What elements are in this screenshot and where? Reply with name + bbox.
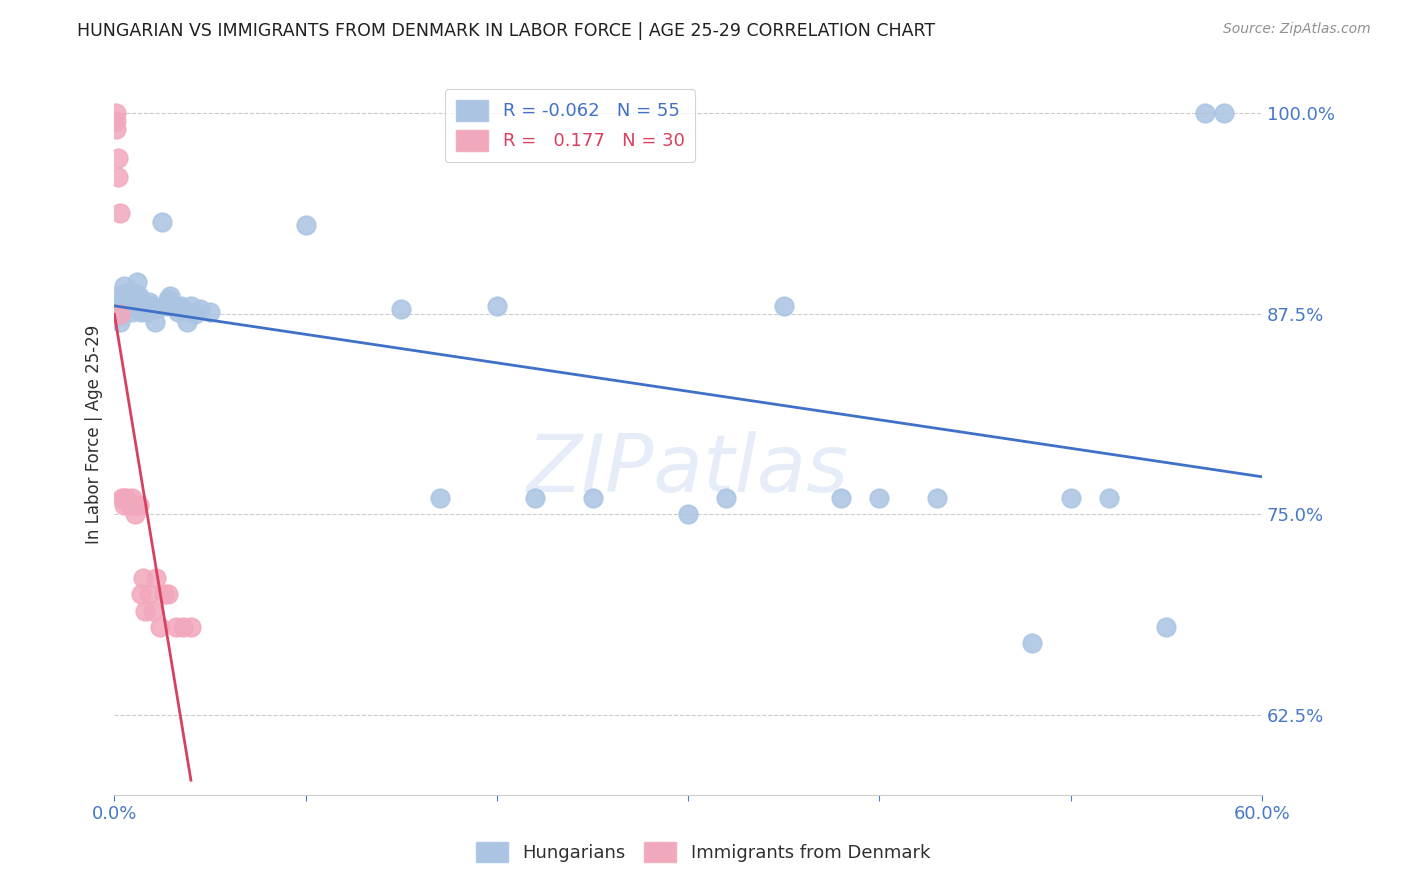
Point [868, 491, 890, 506]
Point [294, 219, 316, 233]
Point [830, 491, 852, 506]
Point [112, 279, 135, 293]
Point [1194, 106, 1216, 120]
Text: HUNGARIAN VS IMMIGRANTS FROM DENMARK IN LABOR FORCE | AGE 25-29 CORRELATION CHAR: HUNGARIAN VS IMMIGRANTS FROM DENMARK IN … [77, 22, 935, 40]
Point [108, 308, 131, 322]
Point [165, 619, 187, 633]
Point [389, 301, 412, 316]
Point [105, 301, 128, 316]
Point [111, 299, 134, 313]
Point [581, 491, 603, 506]
Legend: Hungarians, Immigrants from Denmark: Hungarians, Immigrants from Denmark [468, 834, 938, 870]
Point [925, 491, 948, 506]
Point [485, 299, 508, 313]
Point [1059, 491, 1081, 506]
Point [138, 295, 160, 310]
Point [1154, 619, 1177, 633]
Point [1212, 106, 1234, 120]
Point [115, 491, 138, 506]
Point [121, 305, 143, 319]
Legend: R = -0.062   N = 55, R =   0.177   N = 30: R = -0.062 N = 55, R = 0.177 N = 30 [444, 89, 695, 161]
Point [160, 299, 183, 313]
Point [108, 315, 131, 329]
Point [107, 151, 129, 165]
Point [112, 491, 135, 506]
Point [134, 603, 156, 617]
Point [105, 106, 128, 120]
Point [121, 491, 143, 506]
Point [190, 301, 212, 316]
Point [132, 571, 155, 585]
Point [108, 307, 131, 321]
Point [176, 315, 198, 329]
Point [143, 315, 166, 329]
Point [129, 587, 152, 601]
Point [145, 301, 167, 316]
Point [118, 498, 141, 512]
Point [122, 299, 145, 313]
Point [198, 305, 221, 319]
Point [128, 289, 150, 303]
Point [145, 571, 167, 585]
Point [129, 305, 152, 319]
Point [138, 587, 160, 601]
Point [132, 299, 155, 313]
Point [127, 275, 149, 289]
Point [172, 619, 194, 633]
Point [127, 498, 149, 512]
Point [165, 299, 187, 313]
Point [429, 491, 451, 506]
Point [716, 491, 738, 506]
Point [105, 295, 128, 310]
Point [142, 603, 165, 617]
Point [524, 491, 547, 506]
Point [180, 619, 202, 633]
Point [772, 299, 794, 313]
Point [153, 587, 176, 601]
Point [135, 305, 157, 319]
Point [124, 285, 146, 300]
Text: Source: ZipAtlas.com: Source: ZipAtlas.com [1223, 22, 1371, 37]
Point [170, 299, 193, 313]
Point [117, 301, 139, 316]
Point [111, 491, 134, 506]
Point [105, 114, 128, 128]
Point [107, 289, 129, 303]
Point [139, 299, 162, 313]
Text: ZIPatlas: ZIPatlas [527, 431, 849, 509]
Point [149, 619, 172, 633]
Point [180, 299, 202, 313]
Point [1021, 635, 1043, 649]
Point [159, 289, 181, 303]
Point [134, 301, 156, 316]
Y-axis label: In Labor Force | Age 25-29: In Labor Force | Age 25-29 [86, 325, 103, 543]
Point [117, 494, 139, 508]
Point [115, 285, 138, 300]
Point [676, 508, 699, 522]
Point [122, 498, 145, 512]
Point [128, 498, 150, 512]
Point [124, 508, 146, 522]
Point [155, 299, 177, 313]
Point [142, 301, 165, 316]
Point [184, 307, 207, 321]
Point [112, 498, 135, 512]
Point [166, 305, 188, 319]
Point [107, 170, 129, 185]
Point [156, 587, 179, 601]
Point [150, 215, 173, 229]
Point [156, 292, 179, 306]
Point [108, 205, 131, 219]
Point [1098, 491, 1121, 506]
Point [118, 295, 141, 310]
Point [105, 122, 128, 136]
